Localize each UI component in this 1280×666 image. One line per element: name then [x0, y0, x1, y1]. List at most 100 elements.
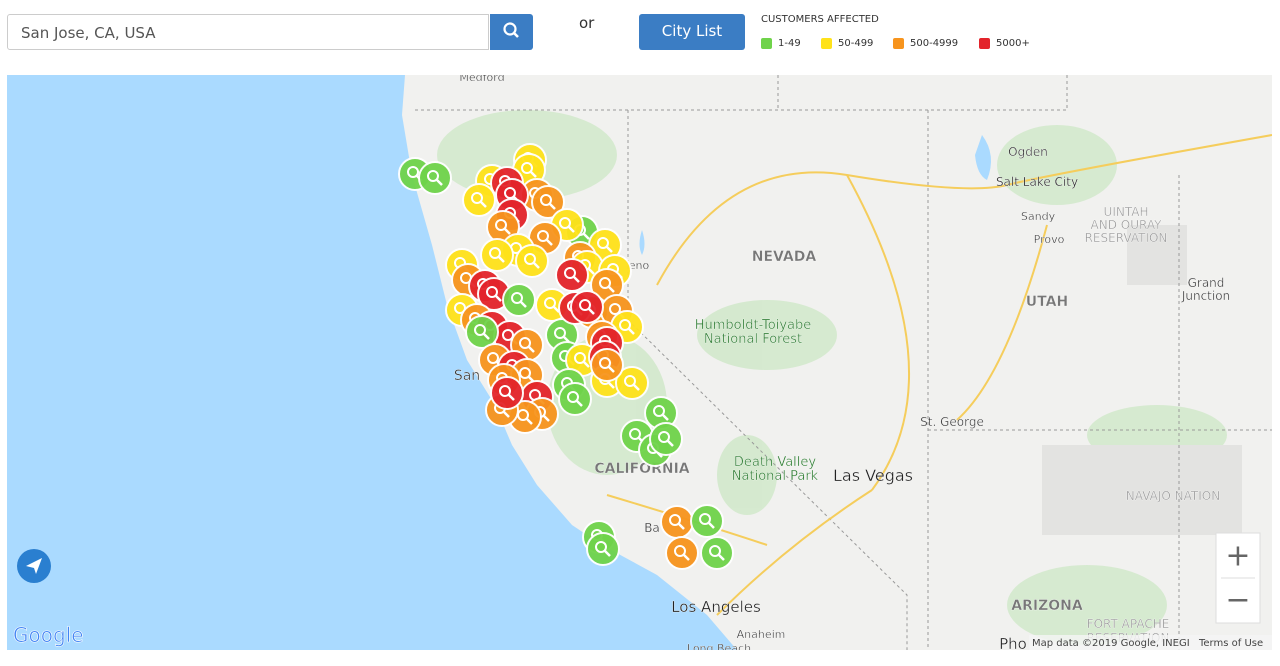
marker-circle — [700, 536, 734, 570]
outage-marker[interactable] — [515, 244, 549, 278]
marker-circle — [462, 183, 496, 217]
legend-item: 500-4999 — [893, 38, 958, 49]
marker-circle — [615, 366, 649, 400]
outage-marker[interactable] — [462, 183, 496, 217]
search-icon — [503, 22, 519, 38]
map-label: FORT APACHE — [1087, 617, 1170, 631]
map-label: CALIFORNIA — [594, 461, 689, 477]
search-button[interactable] — [490, 14, 533, 50]
marker-icon — [699, 513, 711, 525]
outage-marker[interactable] — [502, 283, 536, 317]
outage-marker[interactable] — [586, 532, 620, 566]
map-label: Junction — [1181, 289, 1230, 303]
marker-icon — [595, 541, 607, 553]
marker-icon — [540, 194, 552, 206]
marker-icon — [564, 267, 576, 279]
map-label: Humboldt-Toiyabe — [695, 318, 812, 333]
attribution-bg — [1029, 635, 1272, 650]
map-label: San — [454, 368, 480, 384]
terms-link[interactable]: Terms of Use — [1198, 638, 1263, 649]
map-label: ARIZONA — [1011, 598, 1083, 614]
map-label: AND OURAY — [1091, 218, 1163, 232]
google-logo: Google — [13, 623, 84, 647]
legend-swatch — [979, 38, 990, 49]
marker-icon — [544, 297, 556, 309]
marker-icon — [502, 329, 514, 341]
marker-icon — [489, 247, 501, 259]
outage-marker[interactable] — [558, 382, 592, 416]
outage-marker[interactable] — [590, 348, 624, 382]
map-label: Death Valley — [734, 455, 817, 470]
legend-label: 1-49 — [778, 38, 801, 49]
marker-icon — [568, 226, 575, 233]
map-label: Salt Lake City — [996, 175, 1078, 189]
legend-title: CUSTOMERS AFFECTED — [761, 14, 879, 25]
marker-icon — [504, 187, 516, 199]
map-label: National Forest — [704, 332, 802, 347]
marker-icon — [487, 352, 499, 364]
legend-label: 500-4999 — [910, 38, 959, 49]
separator: or — [579, 14, 595, 32]
outage-marker[interactable] — [531, 185, 565, 219]
map-label: Anaheim — [737, 628, 786, 641]
outage-marker[interactable] — [570, 290, 604, 324]
marker-icon — [533, 262, 540, 269]
outage-marker[interactable] — [418, 161, 452, 195]
outage-marker[interactable] — [477, 277, 511, 311]
map-label: Medford — [459, 75, 504, 84]
map[interactable]: Medford Ogden Salt Lake City Sandy Provo UINT… — [7, 75, 1272, 650]
outage-marker[interactable] — [490, 376, 524, 410]
marker-icon — [553, 306, 560, 313]
outage-marker[interactable] — [665, 536, 699, 570]
marker-icon — [503, 411, 510, 418]
map-label: Provo — [1034, 233, 1065, 246]
marker-circle — [570, 290, 604, 324]
zoom-in[interactable]: + — [1225, 539, 1250, 574]
marker-icon — [549, 203, 556, 210]
outage-marker[interactable] — [660, 505, 694, 539]
outage-marker[interactable] — [465, 315, 499, 349]
marker-circle — [690, 504, 724, 538]
marker-icon — [526, 418, 533, 425]
legend-label: 50-499 — [838, 38, 874, 49]
marker-icon — [543, 415, 550, 422]
marker-circle — [555, 258, 589, 292]
outage-marker[interactable] — [555, 258, 589, 292]
legend-item: 5000+ — [979, 38, 1030, 49]
map-label: UTAH — [1026, 294, 1068, 310]
city-list-button[interactable]: City List — [639, 14, 745, 50]
search-input[interactable]: San Jose, CA, USA — [7, 14, 489, 50]
marker-icon — [583, 233, 590, 240]
marker-icon — [495, 219, 507, 231]
marker-circle — [418, 161, 452, 195]
map-label: NEVADA — [752, 249, 817, 265]
marker-circle — [665, 536, 699, 570]
marker-icon — [667, 440, 674, 447]
outage-marker[interactable] — [690, 504, 724, 538]
marker-icon — [629, 428, 641, 440]
outage-marker[interactable] — [480, 238, 514, 272]
marker-icon — [669, 514, 681, 526]
locate-icon — [26, 558, 42, 574]
marker-icon — [662, 414, 669, 421]
marker-icon — [528, 346, 535, 353]
outage-marker[interactable] — [615, 366, 649, 400]
zoom-out[interactable]: − — [1225, 583, 1250, 618]
legend-swatch — [821, 38, 832, 49]
marker-icon — [619, 319, 631, 331]
outage-marker[interactable] — [700, 536, 734, 570]
marker-icon — [573, 276, 580, 283]
marker-circle — [590, 348, 624, 382]
marker-icon — [511, 292, 523, 304]
map-label: Long Beach — [687, 642, 751, 650]
marker-icon — [628, 328, 635, 335]
marker-icon — [407, 166, 419, 178]
map-label: Sandy — [1021, 210, 1056, 223]
marker-icon — [483, 333, 490, 340]
marker-icon — [588, 268, 595, 275]
marker-icon — [574, 352, 586, 364]
marker-icon — [499, 385, 511, 397]
marker-icon — [486, 286, 498, 298]
outage-marker[interactable] — [649, 422, 683, 456]
marker-icon — [608, 366, 615, 373]
